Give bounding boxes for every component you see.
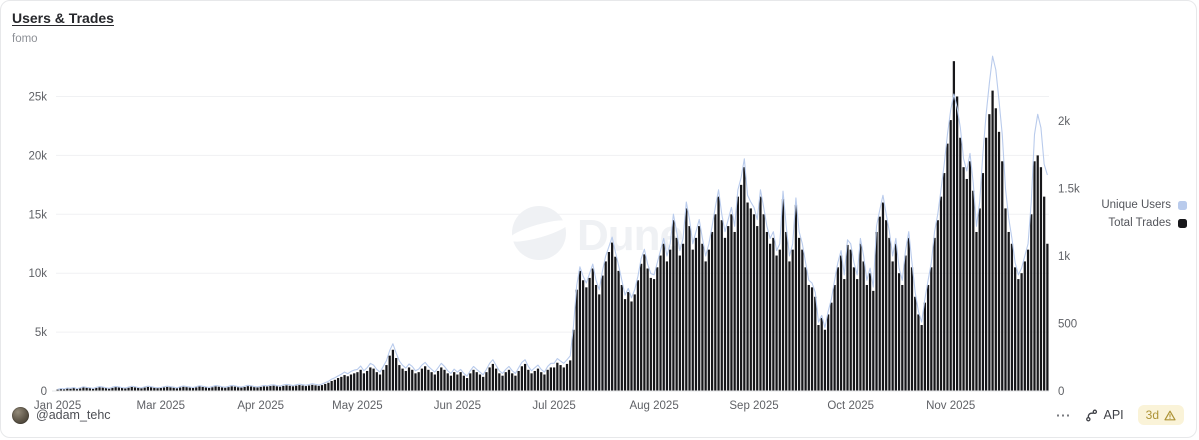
svg-text:15k: 15k bbox=[28, 209, 47, 221]
svg-text:Jun 2025: Jun 2025 bbox=[434, 400, 481, 412]
svg-text:Aug 2025: Aug 2025 bbox=[629, 400, 678, 412]
right-axis-ticks: 0 500 1k 1.5k 2k bbox=[1058, 116, 1080, 398]
api-button[interactable]: API bbox=[1085, 408, 1124, 422]
left-axis-ticks: 0 5k 10k 15k 20k 25k bbox=[28, 92, 47, 399]
footer-actions: ⋯ API 3d bbox=[1055, 405, 1184, 425]
svg-text:Oct 2025: Oct 2025 bbox=[827, 400, 874, 412]
chart-legend: Unique Users Total Trades bbox=[1101, 199, 1187, 229]
legend-swatch-unique-users bbox=[1178, 200, 1187, 210]
author-handle: @adam_tehc bbox=[36, 408, 111, 422]
svg-text:Dune: Dune bbox=[577, 211, 683, 260]
svg-text:Jan 2025: Jan 2025 bbox=[34, 400, 81, 412]
widget-footer: @adam_tehc ⋯ API 3d bbox=[1, 401, 1196, 437]
svg-text:May 2025: May 2025 bbox=[332, 400, 383, 412]
svg-text:0: 0 bbox=[41, 386, 47, 398]
fork-icon bbox=[1086, 409, 1098, 421]
svg-text:1.5k: 1.5k bbox=[1058, 184, 1080, 196]
chart-header: Users & Trades fomo bbox=[12, 10, 114, 45]
x-axis-month-labels: Jan 2025 Mar 2025 Apr 2025 May 2025 Jun 2025… bbox=[34, 400, 975, 412]
author-avatar bbox=[12, 406, 29, 424]
svg-text:Nov 2025: Nov 2025 bbox=[926, 400, 975, 412]
staleness-value: 3d bbox=[1145, 408, 1159, 422]
legend-label-total-trades: Total Trades bbox=[1108, 217, 1171, 229]
svg-text:20k: 20k bbox=[28, 150, 47, 162]
api-label: API bbox=[1103, 408, 1124, 422]
legend-item-unique-users[interactable]: Unique Users bbox=[1101, 199, 1187, 211]
svg-text:10k: 10k bbox=[28, 268, 47, 280]
svg-text:Apr 2025: Apr 2025 bbox=[237, 400, 284, 412]
widget-title-link[interactable]: Users & Trades bbox=[12, 10, 114, 26]
dune-watermark: Dune bbox=[509, 206, 684, 260]
legend-label-unique-users: Unique Users bbox=[1101, 199, 1171, 211]
svg-text:25k: 25k bbox=[28, 92, 47, 104]
svg-text:0: 0 bbox=[1058, 386, 1064, 398]
svg-text:5k: 5k bbox=[35, 327, 47, 339]
widget-subtitle: fomo bbox=[12, 33, 38, 45]
svg-text:2k: 2k bbox=[1058, 116, 1070, 128]
warning-triangle-icon bbox=[1164, 410, 1176, 420]
svg-text:Jul 2025: Jul 2025 bbox=[532, 400, 575, 412]
author-link[interactable]: @adam_tehc bbox=[12, 406, 111, 424]
svg-text:Sep 2025: Sep 2025 bbox=[729, 400, 778, 412]
svg-text:500: 500 bbox=[1058, 319, 1077, 331]
svg-text:1k: 1k bbox=[1058, 251, 1070, 263]
svg-text:Mar 2025: Mar 2025 bbox=[137, 400, 186, 412]
total-trades-bars bbox=[56, 61, 1049, 392]
staleness-badge[interactable]: 3d bbox=[1137, 405, 1184, 425]
more-menu-button[interactable]: ⋯ bbox=[1055, 406, 1072, 424]
unique-users-line bbox=[57, 55, 1048, 390]
legend-swatch-total-trades bbox=[1178, 218, 1187, 228]
legend-item-total-trades[interactable]: Total Trades bbox=[1108, 217, 1187, 229]
